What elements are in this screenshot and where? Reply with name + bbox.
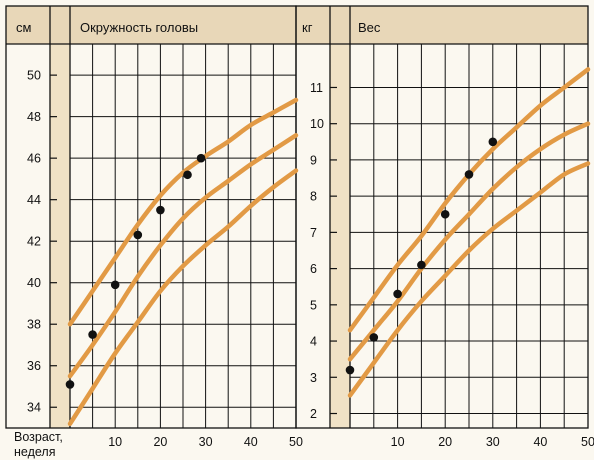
weight-unit-label: кг — [302, 20, 313, 35]
head-x-tick-label: 10 — [108, 435, 122, 449]
weight-measurement-point — [440, 209, 450, 219]
weight-y-tick-label: 2 — [310, 407, 317, 421]
head-y-tick-label: 44 — [27, 193, 41, 207]
head-y-tick-label: 36 — [27, 359, 41, 373]
head-circumference-plot: 34 36 38 40 42 44 46 48 50 10 20 30 40 50 — [27, 44, 303, 449]
head-reference-curve — [67, 133, 299, 379]
weight-measurement-point — [464, 170, 474, 179]
head-unit-label: см — [16, 20, 32, 35]
head-header-band — [6, 6, 296, 44]
head-x-tick-label: 50 — [289, 435, 303, 449]
head-y-tick-label: 40 — [27, 276, 41, 290]
weight-y-tick-label: 3 — [310, 371, 317, 385]
weight-y-tick-label: 4 — [310, 335, 317, 349]
weight-y-tick-label: 6 — [310, 262, 317, 276]
head-measurement-point — [110, 280, 120, 290]
head-measurement-point — [196, 153, 206, 163]
x-axis-caption-line2: неделя — [14, 445, 55, 459]
weight-y-tick-label: 5 — [310, 298, 317, 312]
head-y-tick-label: 38 — [27, 318, 41, 332]
weight-header-band — [296, 6, 588, 44]
head-measurement-point — [156, 205, 165, 215]
head-y-tick-label: 50 — [27, 69, 41, 83]
weight-x-tick-label: 50 — [581, 435, 594, 449]
weight-y-tick-label: 9 — [310, 153, 317, 167]
weight-y-tick-label: 11 — [310, 81, 323, 95]
head-x-tick-label: 40 — [244, 435, 258, 449]
weight-x-tick-label: 30 — [486, 435, 500, 449]
head-chart-title: Окружность головы — [80, 20, 198, 35]
weight-y-tick-label: 7 — [310, 226, 317, 240]
head-measurement-point — [65, 380, 75, 389]
weight-measurement-point — [345, 365, 355, 375]
weight-chart-title: Вес — [358, 20, 381, 35]
head-x-tick-label: 30 — [199, 435, 213, 449]
weight-measurement-point — [417, 260, 426, 270]
head-x-tick-label: 20 — [153, 435, 167, 449]
head-measurement-point — [133, 230, 143, 240]
head-reference-curve — [67, 168, 299, 427]
head-measurement-point — [183, 170, 192, 180]
head-y-tick-label: 34 — [27, 401, 41, 415]
head-y-tick-label: 42 — [27, 235, 41, 249]
head-y-tick-label: 48 — [27, 110, 41, 124]
weight-measurement-point — [393, 289, 402, 299]
weight-x-tick-label: 20 — [438, 435, 452, 449]
weight-y-tick-label: 10 — [310, 117, 324, 131]
weight-side-band — [330, 6, 350, 428]
weight-x-tick-label: 10 — [391, 435, 405, 449]
head-measurement-point — [88, 330, 97, 339]
weight-x-tick-label: 40 — [533, 435, 547, 449]
x-axis-caption-line1: Возраст, — [14, 430, 63, 444]
weight-plot: 2 3 4 5 6 7 8 9 10 11 10 20 30 40 50 — [310, 44, 594, 449]
head-y-tick-label: 46 — [27, 152, 41, 166]
head-side-band — [50, 6, 70, 428]
weight-reference-curve — [347, 161, 591, 398]
weight-y-tick-label: 8 — [310, 190, 317, 204]
weight-measurement-point — [369, 333, 379, 342]
weight-measurement-point — [488, 137, 498, 147]
head-reference-curve — [67, 97, 299, 327]
weight-reference-curve — [347, 121, 591, 362]
weight-frame — [295, 5, 589, 429]
